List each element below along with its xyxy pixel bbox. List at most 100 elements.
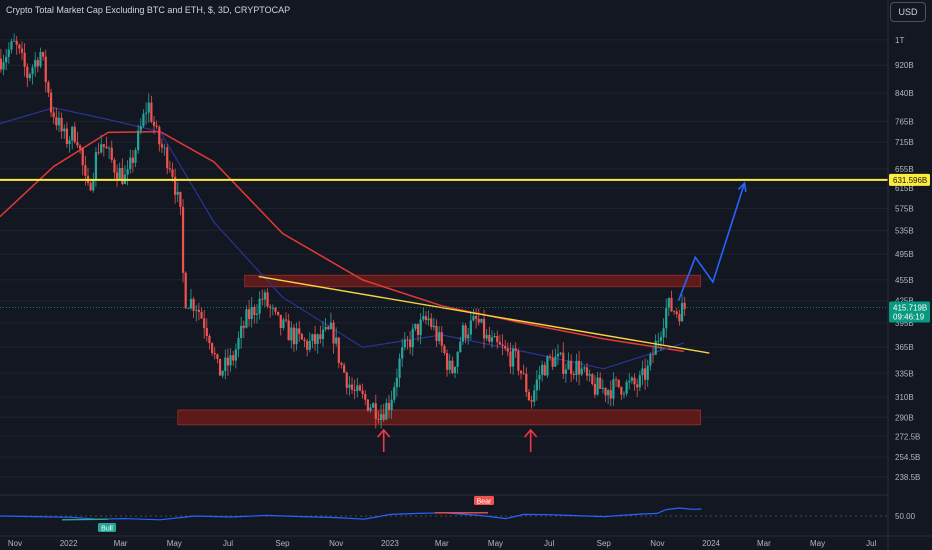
candle-body [678,313,681,322]
candle-body [7,49,10,57]
candle-body [467,334,470,339]
candle-body [641,368,644,376]
bear-label-box [474,496,494,505]
candle-body [657,340,660,342]
candle-body [612,379,615,399]
candle-body [97,152,100,154]
candle-body [575,360,578,375]
candle-body [84,165,87,176]
candle-body [601,387,604,389]
candle-body [166,147,169,169]
candle-body [343,364,346,373]
candle-body [240,325,243,338]
candle-body [60,117,63,132]
bull-label-text: Bull [101,526,113,533]
candle-body [535,379,538,391]
candle-body [390,399,393,410]
candle-body [277,311,280,315]
candle-body [279,314,282,329]
candle-body [139,126,142,131]
candle-body [636,384,639,388]
currency-selector[interactable]: USD [890,2,926,22]
candle-body [216,354,219,359]
candle-body [475,315,478,319]
candle-body [451,360,454,374]
candle-body [667,297,670,308]
candle-body [485,334,488,339]
candle-body [329,322,333,330]
candle-body [422,316,425,320]
candle-body [477,318,480,323]
candle-body [556,353,560,357]
candle-body [282,319,285,329]
candle-body [577,360,581,375]
candle-body [284,319,288,321]
candle-body [511,348,515,367]
candle-body [76,142,79,146]
candle-body [427,318,430,321]
candle-body [292,327,296,345]
candle-body [163,147,166,149]
candle-body [382,414,385,420]
up-arrow-marker [377,428,391,452]
candle-body [234,349,237,361]
oscillator-level-label: 50.00 [895,512,916,521]
time-tick-label: Jul [544,539,554,548]
candle-body [411,328,414,348]
candle-body [522,373,525,375]
candle-body [551,357,554,367]
candle-body [31,67,34,75]
bear-label-text: Bear [477,499,492,506]
candle-body [385,402,388,420]
support-resistance-zone [177,409,702,426]
candle-body [654,340,657,355]
candle-body [55,117,58,126]
time-tick-label: May [488,539,503,548]
price-tick-label: 495B [895,250,914,259]
candle-body [356,385,359,391]
candle-body [49,92,53,113]
candle-body [316,334,319,344]
moving-average-line [0,130,684,353]
candle-body [493,336,496,338]
candle-body [379,414,383,421]
candle-body [311,334,314,341]
candle-body [387,402,391,410]
candle-body [480,318,483,323]
oscillator-layer: Bull Bear [0,494,888,533]
candle-body [350,384,354,390]
candle-body [155,125,158,127]
price-tick-label: 455B [895,276,914,285]
price-tick-label: 535B [895,227,914,236]
candle-body [73,126,76,143]
candle-body [18,44,21,49]
candles-layer [0,33,686,429]
candle-body [673,311,676,312]
candle-body [643,368,647,380]
candle-body [160,144,164,148]
candle-body [26,66,29,79]
time-tick-label: 2024 [702,539,720,548]
candle-body [319,334,322,339]
candle-body [71,126,74,141]
candle-body [92,179,95,191]
candle-body [570,360,573,374]
price-tick-label: 920B [895,61,914,70]
price-tick-label: 272.5B [895,432,920,441]
time-tick-label: Jul [223,539,233,548]
candle-body [208,336,211,344]
projection-arrowhead [737,181,747,193]
candle-body [271,307,274,309]
candle-body [432,325,435,328]
candle-body [374,403,377,420]
candle-body [63,128,66,132]
line-price-tag-text: 631.596B [893,176,927,185]
candle-body [401,347,404,359]
candle-body [195,309,198,311]
candle-body [414,323,417,329]
candle-body [443,345,446,354]
candle-body [348,384,351,388]
candle-body [327,326,330,330]
price-tick-label: 765B [895,117,914,126]
